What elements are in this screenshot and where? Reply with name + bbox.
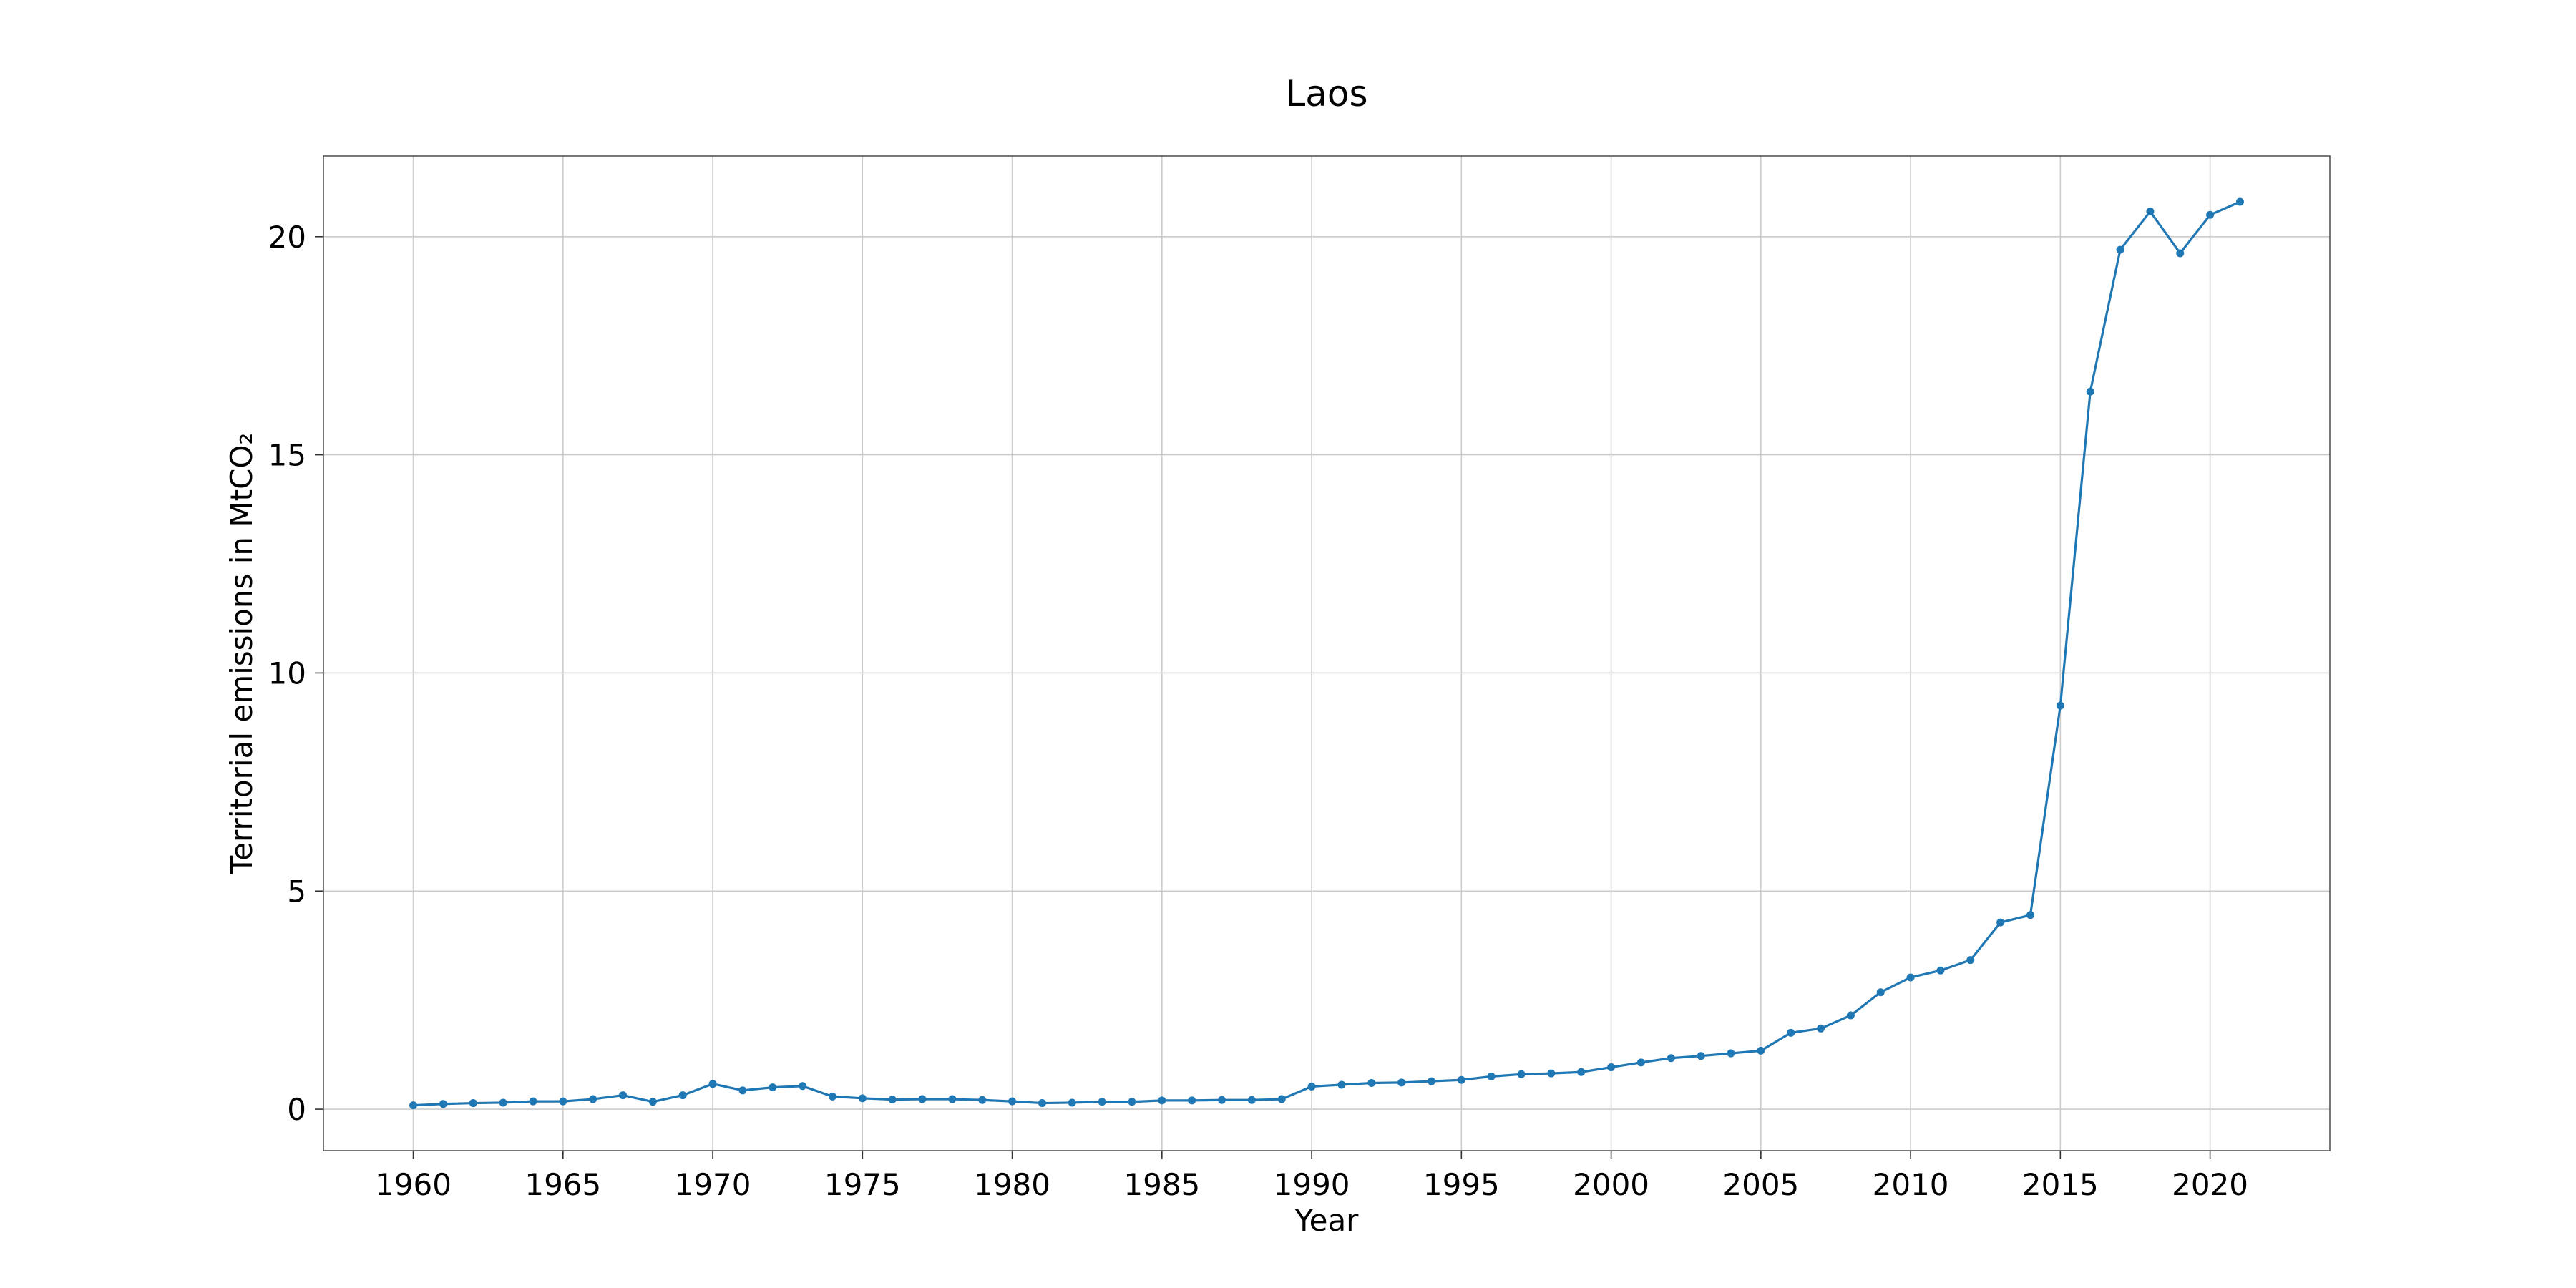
data-point	[738, 1086, 747, 1095]
data-point	[978, 1096, 987, 1104]
data-point	[948, 1095, 957, 1103]
data-point	[1397, 1078, 1406, 1087]
data-point	[1846, 1011, 1855, 1020]
data-point	[2146, 207, 2155, 215]
data-point	[2086, 387, 2094, 396]
data-point	[1577, 1068, 1586, 1076]
data-point	[828, 1092, 836, 1101]
data-point	[529, 1097, 537, 1106]
data-point	[2116, 245, 2124, 254]
x-tick-label: 1965	[525, 1167, 601, 1202]
data-point	[499, 1098, 507, 1107]
data-point	[1667, 1054, 1675, 1063]
x-tick-label: 1995	[1423, 1167, 1500, 1202]
y-tick-label: 5	[287, 874, 306, 909]
x-tick-label: 1960	[375, 1167, 452, 1202]
x-tick-label: 1970	[675, 1167, 751, 1202]
data-point	[619, 1091, 628, 1100]
x-tick-label: 2020	[2172, 1167, 2248, 1202]
data-point	[1607, 1063, 1616, 1072]
y-tick-label: 15	[268, 438, 306, 473]
data-point	[1727, 1049, 1735, 1058]
data-point	[678, 1091, 687, 1100]
data-point	[1008, 1097, 1017, 1106]
series-line	[413, 200, 2241, 1107]
data-point	[439, 1100, 447, 1108]
data-point	[1128, 1098, 1136, 1106]
data-point	[1787, 1028, 1795, 1037]
data-point	[1996, 918, 2005, 927]
data-point	[1817, 1024, 1825, 1033]
x-tick-label: 2005	[1722, 1167, 1799, 1202]
data-point	[1457, 1075, 1465, 1084]
data-point	[1427, 1077, 1435, 1085]
x-axis-label: Year	[1294, 1203, 1360, 1238]
data-point	[858, 1094, 867, 1103]
data-point	[1337, 1080, 1346, 1089]
data-point	[1188, 1096, 1196, 1105]
data-point	[1636, 1058, 1645, 1067]
data-series	[409, 197, 2244, 1110]
data-point	[799, 1082, 807, 1091]
data-point	[1158, 1096, 1166, 1105]
data-point	[1487, 1072, 1496, 1080]
data-point	[769, 1083, 777, 1092]
data-point	[2056, 701, 2064, 710]
data-point	[1876, 988, 1885, 997]
data-point	[1307, 1082, 1316, 1091]
data-point	[1757, 1046, 1765, 1055]
data-point	[2176, 249, 2185, 258]
y-tick-label: 20	[268, 220, 306, 255]
data-point	[1936, 966, 1945, 975]
data-point	[1277, 1095, 1286, 1103]
chart-title: Laos	[1285, 73, 1367, 114]
data-point	[1038, 1099, 1046, 1108]
data-point	[918, 1095, 927, 1103]
x-tick-label: 2000	[1573, 1167, 1649, 1202]
data-point	[1517, 1070, 1526, 1078]
data-point	[888, 1096, 897, 1104]
data-point	[1697, 1052, 1705, 1060]
data-point	[2235, 197, 2244, 206]
data-point	[648, 1098, 657, 1106]
plot-frame	[323, 155, 2331, 1151]
data-point	[1247, 1096, 1256, 1104]
data-point	[1367, 1079, 1376, 1087]
axis-ticks: 1960 1965 1970 1975 1980 1985 1990 1995 2000 2005…	[268, 220, 2248, 1202]
data-point	[2026, 911, 2034, 919]
data-point	[409, 1101, 418, 1110]
data-point	[1098, 1098, 1106, 1106]
x-tick-label: 1975	[824, 1167, 901, 1202]
grid-lines	[323, 156, 2330, 1151]
x-tick-label: 1980	[974, 1167, 1050, 1202]
data-point	[589, 1095, 597, 1103]
x-tick-label: 2010	[1873, 1167, 1949, 1202]
x-tick-label: 2015	[2022, 1167, 2099, 1202]
data-point	[1068, 1098, 1076, 1107]
data-point	[2206, 210, 2215, 219]
y-tick-label: 0	[287, 1092, 306, 1127]
data-point	[469, 1099, 477, 1108]
data-point	[1966, 956, 1975, 965]
data-point	[1218, 1096, 1226, 1104]
data-point	[1906, 973, 1915, 982]
x-tick-label: 1985	[1123, 1167, 1200, 1202]
data-point	[708, 1080, 717, 1088]
data-point	[559, 1097, 567, 1106]
y-tick-label: 10	[268, 655, 306, 691]
x-tick-label: 1990	[1274, 1167, 1350, 1202]
data-point	[1547, 1069, 1556, 1078]
y-axis-label: Territorial emissions in MtCO₂	[224, 433, 259, 875]
